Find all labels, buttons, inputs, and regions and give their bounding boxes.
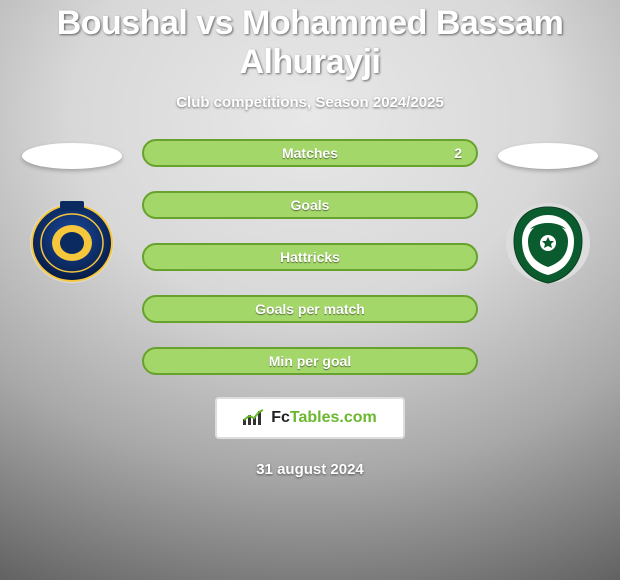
attribution-text: FcTables.com	[271, 409, 377, 427]
left-player-photo-placeholder	[22, 143, 122, 169]
left-player-column	[22, 143, 122, 285]
attribution-pre: Fc	[271, 409, 290, 426]
al-nassr-crest-icon	[22, 201, 122, 285]
page-subtitle: Club competitions, Season 2024/2025	[176, 94, 444, 111]
attribution-post: Tables.com	[290, 409, 377, 426]
right-club-crest	[498, 201, 598, 285]
al-ahli-crest-icon	[498, 201, 598, 285]
stat-bar-goals: Goals	[142, 191, 478, 219]
stat-label: Goals per match	[144, 301, 476, 317]
snapshot-date: 31 august 2024	[256, 461, 364, 478]
bar-chart-icon	[243, 409, 265, 427]
right-player-column	[498, 143, 598, 285]
stat-label: Goals	[144, 197, 476, 213]
stat-bar-min-per-goal: Min per goal	[142, 347, 478, 375]
stat-bar-goals-per-match: Goals per match	[142, 295, 478, 323]
attribution-badge: FcTables.com	[215, 397, 405, 439]
stat-bars: Matches 2 Goals Hattricks Goals per matc…	[142, 139, 478, 375]
stat-bar-matches: Matches 2	[142, 139, 478, 167]
content: Boushal vs Mohammed Bassam Alhurayji Clu…	[0, 0, 620, 580]
right-player-photo-placeholder	[498, 143, 598, 169]
stat-value-right: 2	[454, 145, 462, 161]
stat-label: Matches	[144, 145, 476, 161]
left-club-crest	[22, 201, 122, 285]
comparison-row: Matches 2 Goals Hattricks Goals per matc…	[0, 143, 620, 375]
stat-label: Min per goal	[144, 353, 476, 369]
stat-bar-hattricks: Hattricks	[142, 243, 478, 271]
stat-label: Hattricks	[144, 249, 476, 265]
page-title: Boushal vs Mohammed Bassam Alhurayji	[0, 4, 620, 82]
